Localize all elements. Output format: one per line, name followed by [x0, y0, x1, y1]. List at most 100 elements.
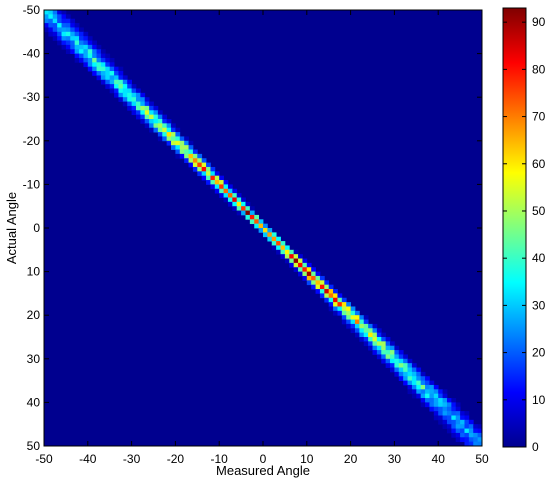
heatmap-cell [206, 175, 211, 181]
heatmap-cell [162, 136, 168, 142]
heatmap-cell [214, 175, 220, 181]
heatmap-cell [149, 105, 154, 111]
heatmap-cell [249, 214, 255, 220]
heatmap-cell [468, 428, 474, 434]
heatmap-cell [188, 145, 194, 150]
heatmap-cell [258, 223, 264, 229]
heatmap-cell [420, 380, 426, 386]
heatmap-cell [144, 101, 150, 107]
heatmap-cell [144, 110, 150, 116]
heatmap-cell [131, 110, 137, 116]
heatmap-cell [236, 197, 242, 203]
heatmap-cell [114, 88, 119, 94]
heatmap-cell [433, 384, 439, 390]
heatmap-cell [416, 376, 422, 381]
heatmap-cell [65, 27, 71, 33]
heatmap-cell [83, 49, 89, 54]
heatmap-cell [464, 424, 470, 429]
heatmap-cell [153, 114, 159, 120]
heatmap-cell [70, 40, 76, 46]
heatmap-cell [324, 284, 330, 290]
heatmap-cell [416, 389, 422, 395]
x-axis: -50 -40 -30 -20 -10 0 10 20 30 40 50 [35, 10, 489, 466]
heatmap-cell [280, 241, 286, 246]
heatmap-cell [438, 389, 443, 395]
heatmap-cell [166, 136, 172, 142]
heatmap-cell [96, 62, 102, 68]
heatmap-cell [48, 10, 54, 15]
heatmap-cell [263, 223, 268, 229]
heatmap-cell [341, 310, 347, 316]
heatmap-cell [127, 101, 132, 107]
y-tick-label: 10 [27, 265, 41, 279]
heatmap-cell [179, 140, 185, 146]
heatmap-cell [241, 210, 246, 216]
heatmap-cell [381, 341, 387, 347]
heatmap-cell [350, 319, 356, 325]
heatmap-cell [460, 419, 465, 425]
heatmap-cell [271, 245, 277, 251]
heatmap-cell [337, 293, 343, 299]
heatmap-cell [311, 280, 316, 286]
heatmap-cell [420, 384, 426, 390]
heatmap-cell [65, 40, 71, 46]
heatmap-cell [245, 210, 251, 216]
heatmap-cell [96, 49, 102, 54]
heatmap-cell [346, 302, 351, 307]
heatmap-cell [219, 188, 224, 194]
heatmap-cell [315, 275, 321, 281]
heatmap-cell [446, 428, 452, 434]
heatmap-cell [201, 166, 207, 172]
heatmap-cell [149, 119, 154, 124]
heatmap-cell [184, 149, 189, 155]
heatmap-cell [105, 79, 111, 85]
heatmap-cell [403, 376, 408, 381]
heatmap-cell [122, 101, 128, 107]
x-tick-label: -30 [123, 452, 141, 466]
heatmap-cell [157, 119, 163, 124]
heatmap-cell [96, 53, 102, 59]
heatmap-cell [341, 302, 347, 307]
heatmap-cell [442, 419, 448, 425]
heatmap-cell [455, 406, 461, 412]
colorbar-tick-label: 30 [532, 298, 546, 312]
heatmap-cell [188, 153, 194, 159]
heatmap-cell [477, 432, 483, 438]
heatmap-cell [455, 432, 461, 438]
x-tick-label: 50 [475, 452, 489, 466]
heatmap-cell [166, 132, 172, 137]
heatmap-cell [468, 432, 474, 438]
heatmap-cell [328, 293, 334, 299]
heatmap-cell [311, 275, 316, 281]
heatmap-cell [206, 166, 211, 172]
heatmap-cell [135, 88, 141, 94]
heatmap-cell [407, 389, 413, 395]
heatmap-cell [83, 53, 89, 59]
heatmap-cell [267, 236, 273, 242]
heatmap-cell [79, 40, 84, 46]
heatmap-cell [83, 40, 89, 46]
heatmap-cell [149, 101, 154, 107]
heatmap-cell [429, 398, 435, 403]
heatmap-cell [127, 105, 132, 111]
heatmap-cell [171, 123, 176, 129]
heatmap-cell [468, 424, 474, 429]
heatmap-cell [61, 44, 67, 50]
heatmap-cell [65, 44, 71, 50]
heatmap-cell [153, 110, 159, 116]
heatmap-cell [223, 180, 229, 185]
heatmap-cell [341, 319, 347, 325]
heatmap-cell [179, 153, 185, 159]
heatmap-cell [65, 31, 71, 37]
heatmap-cell [298, 258, 303, 264]
heatmap-cell [171, 136, 176, 142]
heatmap-cell [473, 424, 479, 429]
heatmap-cell [249, 206, 255, 211]
heatmap-cell [52, 23, 58, 28]
heatmap-cell [232, 206, 238, 211]
heatmap-cell [473, 432, 479, 438]
heatmap-cell [258, 219, 264, 225]
heatmap-cell [429, 380, 435, 386]
heatmap-cell [70, 36, 76, 41]
